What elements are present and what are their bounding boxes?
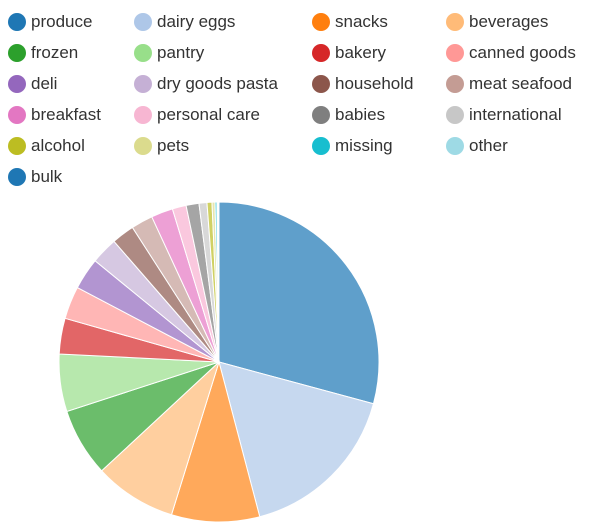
legend-item: deli <box>8 72 57 96</box>
legend-swatch <box>134 13 152 31</box>
pie-slice-snacks[interactable] <box>170 360 261 523</box>
legend-label: dairy eggs <box>157 12 236 31</box>
legend-label: canned goods <box>469 43 576 62</box>
legend-item: international <box>446 103 562 127</box>
legend-label: snacks <box>335 12 388 31</box>
legend-label: missing <box>335 136 393 155</box>
pie-slice-dairy-eggs[interactable] <box>218 361 375 518</box>
legend-item: canned goods <box>446 41 576 65</box>
legend-label: household <box>335 74 414 93</box>
legend-item: bulk <box>8 165 62 189</box>
legend-label: produce <box>31 12 93 31</box>
legend-label: pantry <box>157 43 205 62</box>
legend-label: dry goods pasta <box>157 74 278 93</box>
legend-swatch <box>8 106 26 124</box>
legend-label: babies <box>335 105 386 124</box>
legend-swatch <box>446 75 464 93</box>
legend-item: other <box>446 134 508 158</box>
legend-item: personal care <box>134 103 260 127</box>
legend-swatch <box>446 13 464 31</box>
legend-item: produce <box>8 10 92 34</box>
legend-item: dairy eggs <box>134 10 235 34</box>
legend-label: beverages <box>469 12 549 31</box>
legend-swatch <box>312 44 330 62</box>
legend-item: meat seafood <box>446 72 572 96</box>
pie-slice-bulk[interactable] <box>217 201 220 363</box>
legend-item: beverages <box>446 10 548 34</box>
legend-swatch <box>312 137 330 155</box>
legend-label: other <box>469 136 508 155</box>
legend-item: pantry <box>134 41 204 65</box>
legend-item: babies <box>312 103 385 127</box>
pie-slices <box>58 201 380 523</box>
legend-label: deli <box>31 74 58 93</box>
legend-item: frozen <box>8 41 78 65</box>
legend-label: alcohol <box>31 136 85 155</box>
legend-swatch <box>312 13 330 31</box>
legend-item: household <box>312 72 413 96</box>
pie-slice-produce[interactable] <box>218 201 380 405</box>
legend-label: frozen <box>31 43 79 62</box>
legend-swatch <box>312 106 330 124</box>
legend-swatch <box>134 137 152 155</box>
legend-swatch <box>446 106 464 124</box>
legend-swatch <box>134 75 152 93</box>
legend-label: bakery <box>335 43 387 62</box>
legend-swatch <box>446 137 464 155</box>
legend-swatch <box>134 106 152 124</box>
legend-swatch <box>8 13 26 31</box>
legend-label: meat seafood <box>469 74 573 93</box>
legend-swatch <box>8 168 26 186</box>
legend-label: international <box>469 105 562 124</box>
legend-swatch <box>312 75 330 93</box>
legend-item: dry goods pasta <box>134 72 278 96</box>
legend-item: bakery <box>312 41 386 65</box>
legend-item: alcohol <box>8 134 85 158</box>
legend-swatch <box>8 44 26 62</box>
legend-label: pets <box>157 136 190 155</box>
legend-swatch <box>134 44 152 62</box>
legend-item: pets <box>134 134 189 158</box>
legend-label: personal care <box>157 105 261 124</box>
legend-swatch <box>8 137 26 155</box>
legend-item: missing <box>312 134 393 158</box>
legend-item: breakfast <box>8 103 101 127</box>
legend-swatch <box>8 75 26 93</box>
legend-label: bulk <box>31 167 63 186</box>
legend-item: snacks <box>312 10 388 34</box>
legend-swatch <box>446 44 464 62</box>
legend-label: breakfast <box>31 105 101 124</box>
